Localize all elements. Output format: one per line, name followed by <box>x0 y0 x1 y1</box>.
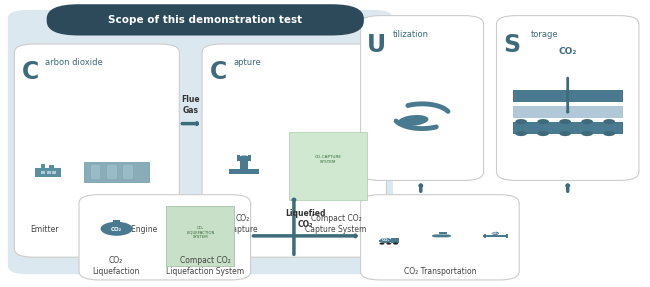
Circle shape <box>581 131 593 136</box>
Bar <box>513 106 623 118</box>
FancyBboxPatch shape <box>8 10 393 274</box>
Text: U: U <box>367 33 386 57</box>
Circle shape <box>515 131 527 136</box>
Bar <box>484 235 507 237</box>
FancyBboxPatch shape <box>47 4 364 36</box>
Bar <box>240 158 248 174</box>
Circle shape <box>393 243 398 245</box>
FancyBboxPatch shape <box>432 234 452 237</box>
Text: Gas Engine: Gas Engine <box>114 226 157 234</box>
Circle shape <box>559 119 571 124</box>
Text: S: S <box>503 33 520 57</box>
Text: torage: torage <box>531 30 558 39</box>
Text: CO₂
Capture: CO₂ Capture <box>227 214 258 234</box>
FancyBboxPatch shape <box>361 15 484 181</box>
Text: arbon dioxide: arbon dioxide <box>46 58 103 67</box>
Bar <box>439 232 447 234</box>
Circle shape <box>538 119 549 124</box>
Text: Liquefied
CO₂: Liquefied CO₂ <box>285 209 326 229</box>
FancyBboxPatch shape <box>361 195 519 280</box>
Text: Scope of this demonstration test: Scope of this demonstration test <box>108 15 302 25</box>
Bar <box>41 164 45 168</box>
FancyBboxPatch shape <box>84 162 149 182</box>
Text: CO-CAPTURE
SYSTEM: CO-CAPTURE SYSTEM <box>315 155 342 164</box>
Bar <box>513 122 623 133</box>
Circle shape <box>559 131 571 136</box>
Text: CO₂
Liquefaction: CO₂ Liquefaction <box>92 255 140 276</box>
Text: CO₂ Transportation: CO₂ Transportation <box>404 267 476 276</box>
Text: tilization: tilization <box>393 30 429 39</box>
Bar <box>248 156 252 161</box>
Bar <box>237 156 240 161</box>
Text: Compact CO₂
Capture System: Compact CO₂ Capture System <box>306 214 367 234</box>
FancyBboxPatch shape <box>202 44 387 257</box>
Circle shape <box>380 243 384 245</box>
Bar <box>41 171 45 174</box>
Text: apture: apture <box>233 58 261 67</box>
Text: CO₂
LIQUEFACTION
SYSTEM: CO₂ LIQUEFACTION SYSTEM <box>186 226 214 239</box>
Text: CO₂: CO₂ <box>492 231 499 235</box>
Bar <box>113 220 120 224</box>
Bar <box>47 171 51 174</box>
Text: CO₂: CO₂ <box>382 238 390 243</box>
Bar <box>107 165 116 179</box>
FancyBboxPatch shape <box>289 132 367 200</box>
Circle shape <box>515 119 527 124</box>
Bar <box>229 170 259 174</box>
Bar <box>380 240 391 242</box>
Bar <box>52 171 57 174</box>
Circle shape <box>491 232 499 235</box>
Circle shape <box>380 238 391 243</box>
Bar <box>506 234 508 238</box>
FancyBboxPatch shape <box>79 195 250 280</box>
Bar <box>391 238 399 243</box>
Bar <box>513 90 623 102</box>
Circle shape <box>101 222 133 236</box>
Text: C: C <box>22 60 40 84</box>
Circle shape <box>603 131 615 136</box>
Text: Emitter: Emitter <box>31 226 59 234</box>
Circle shape <box>386 243 391 245</box>
Bar <box>49 165 54 168</box>
Circle shape <box>239 156 249 160</box>
Text: CO₂: CO₂ <box>111 227 122 232</box>
Bar <box>123 165 133 179</box>
Text: CO₂: CO₂ <box>558 46 577 56</box>
Circle shape <box>603 119 615 124</box>
FancyBboxPatch shape <box>166 206 235 266</box>
Bar <box>91 165 100 179</box>
FancyBboxPatch shape <box>497 15 639 181</box>
Ellipse shape <box>398 115 428 126</box>
FancyBboxPatch shape <box>35 168 61 177</box>
FancyBboxPatch shape <box>14 44 179 257</box>
Bar <box>484 234 486 238</box>
Text: Compact CO₂
Liquefaction System: Compact CO₂ Liquefaction System <box>166 255 244 276</box>
Circle shape <box>538 131 549 136</box>
Text: C: C <box>210 60 227 84</box>
Circle shape <box>581 119 593 124</box>
Text: Flue
Gas: Flue Gas <box>181 95 200 115</box>
